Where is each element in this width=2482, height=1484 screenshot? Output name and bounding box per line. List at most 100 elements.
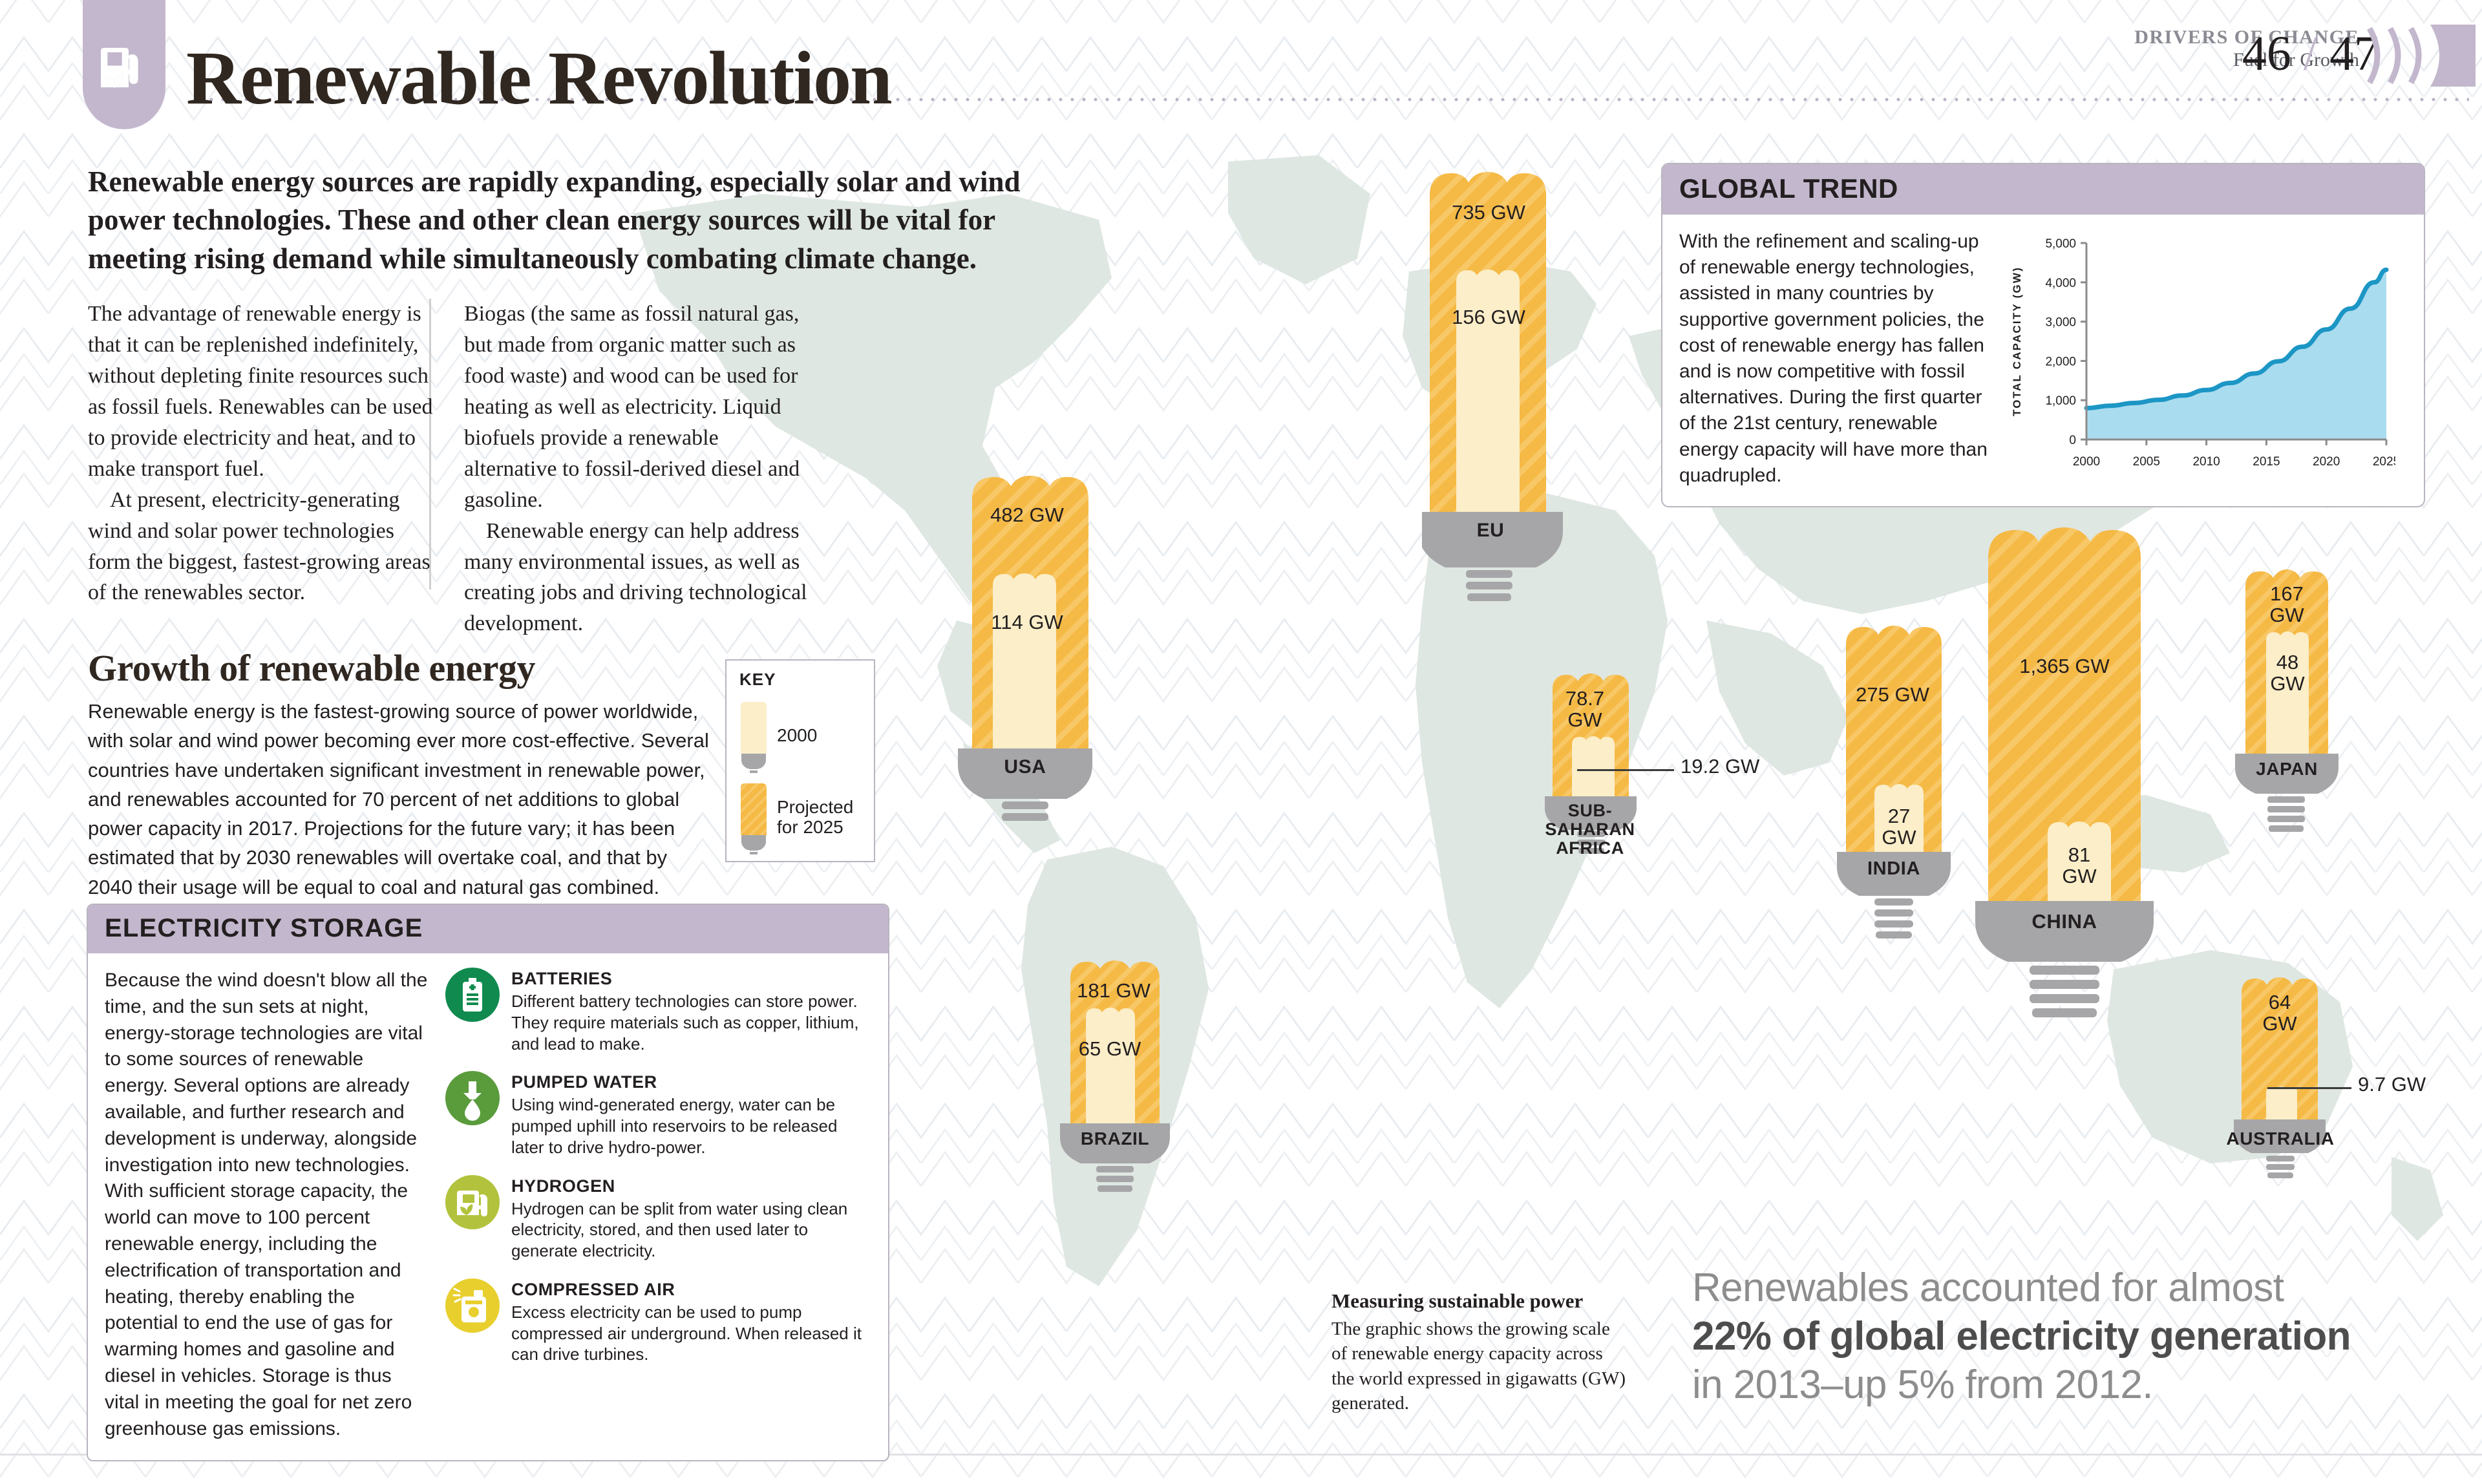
page-number-left: 46 [2242, 26, 2291, 81]
bulb-china-outer-value: 1,365 GW [2019, 655, 2110, 677]
svg-text:2015: 2015 [2253, 455, 2280, 469]
fuel-pump-leaf-icon [101, 48, 138, 88]
bulb-australia-outer-l1: 64 [2268, 991, 2291, 1013]
storage-panel-body: Because the wind doesn't blow all the ti… [88, 953, 888, 1460]
chevron-decoration-icon [2367, 25, 2476, 87]
measuring-note: Measuring sustainable power The graphic … [1331, 1289, 1629, 1415]
bulb-eu: 735 GW 156 GW EU [1418, 163, 1616, 606]
storage-item-desc: Using wind-generated energy, water can b… [511, 1095, 838, 1157]
australia-callout-value: 9.7 GW [2358, 1073, 2426, 1096]
svg-text:2000: 2000 [2073, 455, 2100, 469]
svg-text:TOTAL CAPACITY (GW): TOTAL CAPACITY (GW) [2011, 266, 2023, 416]
bulb-usa-inner-value: 114 GW [991, 611, 1063, 633]
page-number-separator: / [2303, 26, 2317, 81]
key-legend-box: KEY 2000 [725, 659, 875, 862]
trend-heading: GLOBAL TREND [1679, 173, 1898, 204]
bulb-brazil-inner-value: 65 GW [1078, 1037, 1141, 1060]
bulb-japan: 167 GW 48 GW JAPAN [2229, 569, 2371, 869]
trend-panel-body: With the refinement and scaling-up of re… [1662, 215, 2424, 506]
body-col2-p2: Renewable energy can help address many e… [464, 518, 807, 636]
bulb-china-inner-l2: GW [2062, 865, 2097, 888]
bulb-australia-outer-l2: GW [2262, 1012, 2297, 1035]
svg-text:2005: 2005 [2133, 455, 2160, 469]
bulb-japan-inner-l1: 48 [2276, 651, 2299, 673]
storage-item-desc: Excess electricity can be used to pump c… [511, 1302, 862, 1364]
body-column-2: Biogas (the same as fossil natural gas, … [464, 299, 812, 639]
ssa-callout-value: 19.2 GW [1681, 755, 1760, 778]
column-divider [429, 299, 431, 589]
bulb-japan-outer-value: 167 GW [2245, 583, 2328, 626]
bulb-ssa-label: SUB- SAHARAN AFRICA [1536, 801, 1644, 858]
svg-text:2025: 2025 [2373, 455, 2395, 469]
compressed-air-canister-icon [445, 1278, 500, 1333]
storage-item-name: COMPRESSED AIR [511, 1279, 675, 1299]
bulb-ssa-label-l3: AFRICA [1556, 838, 1624, 858]
electricity-storage-panel: ELECTRICITY STORAGE Because the wind doe… [87, 904, 889, 1462]
bulb-japan-outer-l1: 167 [2270, 582, 2304, 605]
bulb-brazil-outer-value: 181 GW [1077, 979, 1151, 1002]
header-kicker: DRIVERS OF CHANGE [2134, 26, 2359, 48]
storage-item-batteries: BATTERIES Different battery technologies… [445, 968, 871, 1054]
body-column-1: The advantage of renewable energy is tha… [88, 299, 436, 639]
svg-text:3,000: 3,000 [2045, 316, 2076, 330]
key-item-2000: 2000 [739, 697, 817, 774]
bulb-japan-inner-l2: GW [2270, 672, 2305, 695]
bulb-india-inner-l2: GW [1882, 826, 1916, 849]
measuring-paragraph: The graphic shows the growing scale of r… [1331, 1319, 1626, 1414]
key-title: KEY [739, 670, 776, 689]
total-capacity-chart: 0 1,000 2,000 3,000 4,000 5,000 2000 2005 2010 20… [1989, 229, 2407, 491]
key-label-2000: 2000 [777, 725, 818, 746]
bulb-china-label: CHINA [2031, 910, 2097, 933]
storage-panel-header: ELECTRICITY STORAGE [88, 905, 888, 953]
growth-paragraph: Renewable energy is the fastest-growing … [88, 700, 709, 898]
bulb-usa-outer-value: 482 GW [990, 504, 1064, 526]
pull-quote-line2: 22% of global electricity generation [1692, 1314, 2351, 1359]
storage-item-pumped-water: PUMPED WATER Using wind-generated energy… [445, 1071, 871, 1158]
bulb-india-inner-value: 27 GW [1874, 805, 1924, 849]
bulb-china: 1,365 GW 81 GW CHINA [1958, 512, 2230, 1026]
storage-item-hydrogen: HYDROGEN Hydrogen can be split from wate… [445, 1174, 871, 1262]
pull-quote-line3: in 2013–up 5% from 2012. [1692, 1362, 2153, 1408]
bulb-ssa-outer-l2: GW [1567, 708, 1602, 732]
header-dotted-rule [194, 97, 2469, 102]
key-label-projected-l2: for 2025 [777, 817, 843, 837]
pull-quote: Renewables accounted for almost 22% of g… [1692, 1264, 2461, 1409]
bulb-india-outer-value: 275 GW [1856, 683, 1929, 706]
bulb-china-inner-l1: 81 [2068, 843, 2091, 866]
global-trend-panel: GLOBAL TREND With the refinement and sca… [1661, 163, 2425, 507]
bulb-usa-label: USA [1004, 756, 1046, 778]
measuring-heading: Measuring sustainable power [1331, 1289, 1584, 1312]
storage-paragraph: Because the wind doesn't blow all the ti… [105, 970, 428, 1439]
bulb-eu-inner-value: 156 GW [1452, 306, 1525, 328]
svg-text:2,000: 2,000 [2045, 355, 2076, 368]
key-item-projected: Projected for 2025 [739, 778, 853, 856]
storage-item-name: HYDROGEN [511, 1176, 615, 1196]
key-label-projected-l1: Projected [777, 796, 854, 817]
page-number: 46 / 47 [2242, 26, 2379, 82]
bulb-brazil-label: BRAZIL [1080, 1129, 1150, 1149]
svg-text:1,000: 1,000 [2045, 394, 2076, 408]
storage-item-compressed-air: COMPRESSED AIR Excess electricity can be… [445, 1278, 871, 1365]
australia-callout-line [2267, 1087, 2351, 1089]
capacity-area-chart: 0 1,000 2,000 3,000 4,000 5,000 2000 2005 2010 20… [2011, 237, 2400, 469]
bulb-india-label: INDIA [1867, 858, 1920, 879]
bulb-japan-outer-l2: GW [2269, 604, 2304, 627]
bulb-sub-saharan-africa: 78.7 GW SUB- SAHARAN AFRICA [1543, 668, 1679, 885]
bulb-india-inner-l1: 27 [1887, 805, 1911, 827]
header-subtitle: Fuel for Growth [2233, 48, 2359, 70]
bulb-ssa-outer-l1: 78.7 [1565, 687, 1605, 710]
svg-text:0: 0 [2069, 434, 2076, 447]
storage-item-text: BATTERIES Different battery technologies… [511, 968, 871, 1054]
pull-quote-line1: Renewables accounted for almost [1692, 1266, 2284, 1310]
body-columns: The advantage of renewable energy is tha… [88, 299, 812, 639]
key-label-projected: Projected for 2025 [777, 797, 853, 838]
svg-text:2010: 2010 [2192, 455, 2220, 469]
body-col1-p1: The advantage of renewable energy is tha… [88, 302, 433, 481]
bulb-2000-icon [741, 702, 767, 773]
bulb-ssa-label-l2: SAHARAN [1545, 820, 1635, 840]
growth-heading: Growth of renewable energy [88, 647, 536, 689]
bulb-japan-label: JAPAN [2256, 759, 2318, 779]
storage-item-name: BATTERIES [511, 969, 613, 988]
bulb-australia-label: AUSTRALIA [2226, 1129, 2335, 1149]
